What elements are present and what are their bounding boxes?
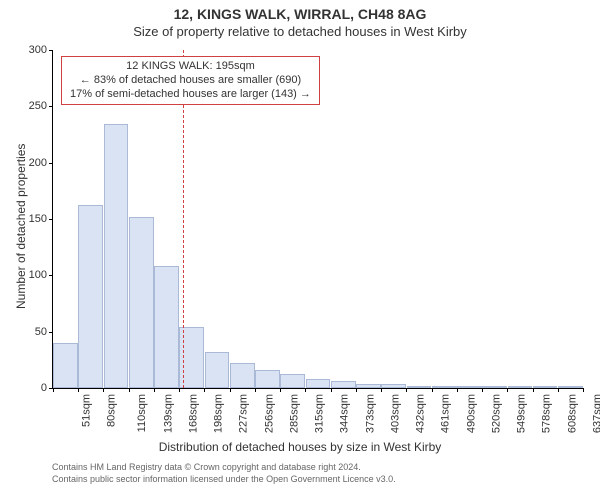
- xtick-label: 227sqm: [238, 394, 250, 433]
- xtick-line: [583, 388, 584, 392]
- annotation-line3: 17% of semi-detached houses are larger (…: [70, 88, 311, 102]
- xtick-label: 51sqm: [81, 394, 93, 427]
- xtick-line: [507, 388, 508, 392]
- xtick-label: 256sqm: [263, 394, 275, 433]
- footer-line1: Contains HM Land Registry data © Crown c…: [52, 462, 600, 474]
- xtick-line: [533, 388, 534, 392]
- plot-area: 12 KINGS WALK: 195sqm ← 83% of detached …: [52, 50, 583, 389]
- xtick-label: 490sqm: [465, 394, 477, 433]
- ytick-label: 150: [29, 213, 53, 225]
- annotation-box: 12 KINGS WALK: 195sqm ← 83% of detached …: [61, 56, 320, 105]
- xtick-label: 549sqm: [516, 394, 528, 433]
- xtick-line: [482, 388, 483, 392]
- xtick-line: [129, 388, 130, 392]
- xtick-line: [78, 388, 79, 392]
- bar: [356, 384, 381, 389]
- xtick-line: [103, 388, 104, 392]
- ytick-label: 250: [29, 100, 53, 112]
- xtick-line: [280, 388, 281, 392]
- xtick-label: 373sqm: [364, 394, 376, 433]
- bar: [457, 386, 482, 388]
- bar: [154, 266, 179, 388]
- ytick-label: 100: [29, 269, 53, 281]
- x-axis-title: Distribution of detached houses by size …: [0, 440, 600, 454]
- xtick-line: [331, 388, 332, 392]
- bar: [78, 205, 103, 388]
- footer-line2: Contains public sector information licen…: [52, 474, 600, 486]
- bar: [482, 386, 507, 388]
- bar: [255, 370, 280, 388]
- annotation-line2: ← 83% of detached houses are smaller (69…: [70, 74, 311, 88]
- xtick-label: 168sqm: [188, 394, 200, 433]
- xtick-line: [255, 388, 256, 392]
- bar: [381, 384, 406, 389]
- page-subtitle: Size of property relative to detached ho…: [0, 24, 600, 39]
- xtick-line: [558, 388, 559, 392]
- bar: [104, 124, 129, 388]
- xtick-label: 110sqm: [136, 394, 148, 432]
- bar: [205, 352, 230, 388]
- chart-container: 12, KINGS WALK, WIRRAL, CH48 8AG Size of…: [0, 0, 600, 500]
- bar: [508, 386, 533, 388]
- xtick-line: [432, 388, 433, 392]
- bar: [230, 363, 255, 388]
- ytick-label: 200: [29, 157, 53, 169]
- bar: [129, 217, 154, 388]
- xtick-label: 403sqm: [389, 394, 401, 433]
- xtick-label: 520sqm: [490, 394, 502, 433]
- xtick-line: [204, 388, 205, 392]
- xtick-line: [154, 388, 155, 392]
- xtick-label: 432sqm: [415, 394, 427, 433]
- xtick-line: [356, 388, 357, 392]
- bar: [432, 386, 457, 388]
- bar: [407, 386, 432, 388]
- xtick-label: 608sqm: [566, 394, 578, 433]
- xtick-label: 285sqm: [289, 394, 301, 433]
- ytick-label: 300: [29, 44, 53, 56]
- bar: [331, 381, 356, 388]
- xtick-line: [381, 388, 382, 392]
- ytick-label: 0: [41, 382, 53, 394]
- xtick-label: 80sqm: [106, 394, 118, 427]
- bar: [280, 374, 305, 388]
- xtick-line: [457, 388, 458, 392]
- xtick-line: [305, 388, 306, 392]
- xtick-label: 637sqm: [591, 394, 600, 433]
- xtick-line: [406, 388, 407, 392]
- xtick-line: [179, 388, 180, 392]
- bar: [558, 386, 583, 388]
- xtick-line: [230, 388, 231, 392]
- xtick-label: 315sqm: [314, 394, 326, 433]
- xtick-label: 139sqm: [162, 394, 174, 433]
- xtick-label: 461sqm: [440, 394, 452, 433]
- y-axis-title: Number of detached properties: [14, 144, 28, 309]
- ytick-label: 50: [35, 326, 53, 338]
- xtick-label: 344sqm: [339, 394, 351, 433]
- footer: Contains HM Land Registry data © Crown c…: [0, 462, 600, 485]
- bar: [533, 386, 558, 388]
- xtick-label: 578sqm: [541, 394, 553, 433]
- bar: [306, 379, 331, 388]
- xtick-line: [53, 388, 54, 392]
- xtick-label: 198sqm: [213, 394, 225, 433]
- annotation-line1: 12 KINGS WALK: 195sqm: [70, 60, 311, 74]
- bar: [53, 343, 78, 388]
- page-title: 12, KINGS WALK, WIRRAL, CH48 8AG: [0, 6, 600, 22]
